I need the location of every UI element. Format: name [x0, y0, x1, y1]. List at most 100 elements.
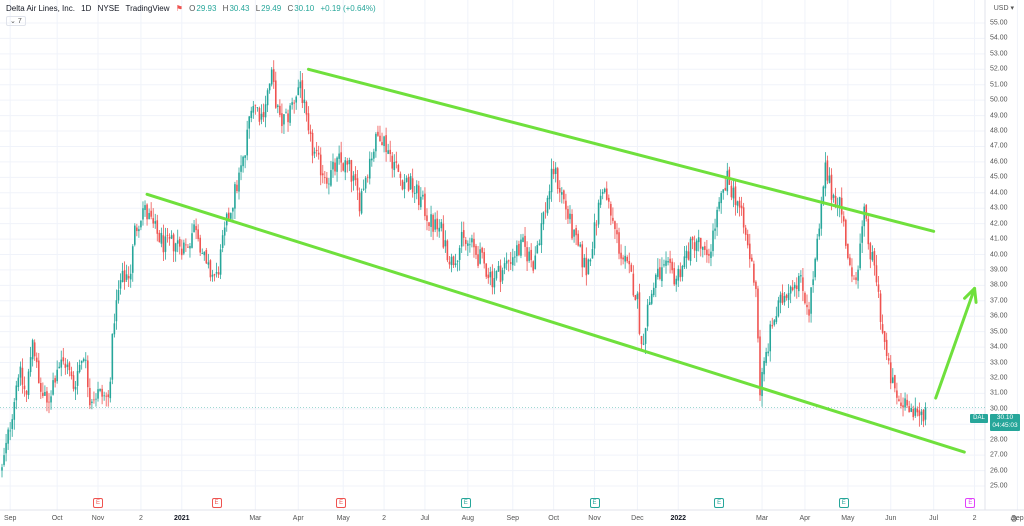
candle-up: [663, 264, 665, 266]
candle-down: [608, 197, 610, 202]
candle-down: [902, 405, 904, 408]
candle-up: [497, 266, 500, 272]
candle-up: [387, 150, 389, 154]
candle-down: [213, 274, 216, 276]
candle-up: [540, 223, 543, 246]
price-tick-label: 44.00: [990, 189, 1008, 197]
candle-down: [632, 273, 635, 296]
currency-selector[interactable]: USD ▾: [994, 4, 1014, 12]
candle-down: [436, 218, 438, 230]
candle-up: [857, 269, 859, 281]
candle-down: [575, 228, 577, 236]
candle-down: [381, 142, 383, 146]
candle-down: [452, 256, 455, 266]
candle-down: [377, 131, 379, 136]
candle-up: [701, 246, 704, 250]
candle-down: [197, 229, 199, 240]
candle-up: [60, 359, 63, 368]
price-tick-label: 49.00: [990, 112, 1008, 120]
earnings-marker[interactable]: E: [589, 498, 600, 508]
candle-down: [687, 251, 690, 260]
candle-up: [793, 284, 796, 289]
earnings-marker[interactable]: E: [211, 498, 222, 508]
time-tick-label: 2022: [670, 515, 687, 522]
candle-down: [23, 385, 26, 390]
candle-up: [624, 255, 626, 262]
candle-down: [315, 149, 318, 152]
candle-down: [107, 394, 110, 398]
candle-down: [908, 406, 910, 413]
candle-up: [5, 442, 7, 454]
symbol-name[interactable]: Delta Air Lines, Inc.: [6, 4, 75, 13]
low-value: 29.49: [261, 4, 282, 13]
candle-up: [76, 371, 79, 386]
flag-icon[interactable]: ⚑: [175, 4, 183, 13]
candle-down: [759, 336, 761, 396]
candle-down: [699, 237, 702, 249]
candle-up: [142, 208, 144, 220]
candle-up: [458, 247, 461, 260]
price-tick-label: 38.00: [990, 281, 1008, 289]
candle-up: [248, 116, 251, 129]
candle-up: [773, 320, 776, 325]
candle-up: [528, 251, 530, 261]
candle-down: [802, 277, 804, 291]
arrow-head: [973, 286, 978, 304]
earnings-marker[interactable]: E: [93, 498, 104, 508]
candle-up: [11, 419, 14, 429]
interval-label[interactable]: 1D: [81, 4, 92, 13]
candle-up: [332, 161, 334, 170]
candle-down: [881, 324, 884, 333]
candle-down: [209, 260, 212, 278]
candle-up: [295, 96, 298, 103]
candle-up: [215, 272, 218, 274]
candle-up: [240, 165, 242, 172]
candle-up: [3, 455, 5, 465]
earnings-marker[interactable]: E: [336, 498, 347, 508]
bar-countdown: 04:45:03: [992, 422, 1018, 429]
candle-up: [534, 255, 537, 270]
price-tick-label: 34.00: [990, 343, 1008, 351]
earnings-marker[interactable]: E: [460, 498, 471, 508]
candle-up: [330, 170, 332, 186]
earnings-marker[interactable]: E: [714, 498, 725, 508]
candle-down: [889, 362, 892, 384]
candle-down: [706, 249, 708, 256]
price-tick-label: 37.00: [990, 297, 1008, 305]
indicator-count[interactable]: ⌄ 7: [6, 16, 26, 26]
candle-down: [418, 185, 420, 206]
candle-down: [795, 285, 798, 290]
candle-down: [704, 246, 706, 250]
candle-up: [536, 245, 539, 254]
earnings-marker[interactable]: E: [838, 498, 849, 508]
candle-up: [655, 274, 657, 288]
candle-down: [873, 251, 876, 266]
candle-up: [444, 240, 447, 247]
candle-down: [481, 247, 483, 253]
candle-up: [109, 381, 112, 399]
candle-up: [260, 113, 263, 120]
high-value: 30.43: [229, 4, 250, 13]
candle-down: [556, 168, 559, 189]
candle-down: [845, 219, 847, 246]
candle-up: [732, 187, 735, 199]
candle-down: [156, 220, 159, 234]
candle-down: [912, 408, 915, 418]
candle-down: [185, 244, 187, 246]
earnings-marker[interactable]: E: [965, 498, 976, 508]
gear-icon[interactable]: ⚙: [1009, 514, 1018, 524]
candle-up: [297, 87, 300, 96]
price-tick-label: 51.00: [990, 81, 1008, 89]
candle-up: [131, 246, 134, 273]
candle-up: [722, 189, 725, 193]
close-key: C: [287, 4, 294, 13]
candle-down: [236, 184, 238, 192]
candle-down: [830, 174, 833, 200]
candle-down: [883, 331, 886, 342]
price-tick-label: 39.00: [990, 266, 1008, 274]
candle-up: [219, 249, 222, 275]
candle-up: [344, 160, 347, 173]
candle-up: [362, 188, 365, 190]
open-value: 29.93: [196, 4, 217, 13]
